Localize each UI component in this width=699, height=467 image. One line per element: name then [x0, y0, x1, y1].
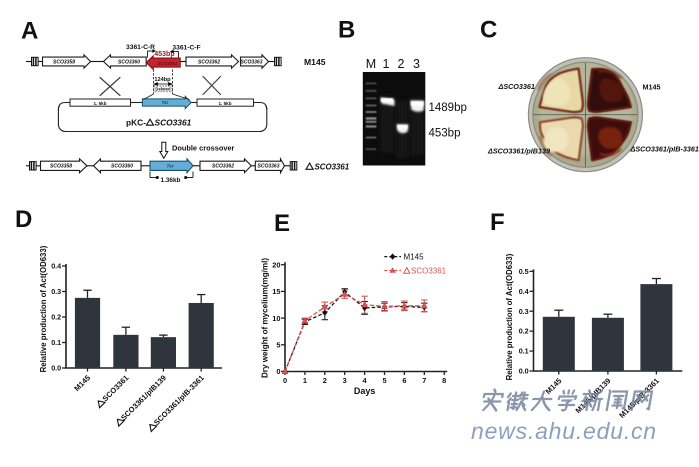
svg-text:Relative production of Act(OD6: Relative production of Act(OD633): [505, 253, 514, 380]
svg-text:0.0: 0.0: [51, 364, 61, 373]
svg-text:SCO3360: SCO3360: [118, 59, 140, 65]
svg-text:Relative production of Act(OD6: Relative production of Act(OD633): [39, 245, 48, 372]
svg-text:C: C: [480, 17, 497, 44]
svg-text:ΔSCO3361: ΔSCO3361: [498, 82, 535, 91]
svg-text:3: 3: [413, 57, 420, 71]
svg-text:0.2: 0.2: [519, 327, 529, 336]
svg-text:15: 15: [272, 287, 280, 296]
svg-text:0.3: 0.3: [519, 307, 529, 316]
svg-text:453bp: 453bp: [429, 128, 461, 140]
svg-text:ΔSCO3361/pIB139: ΔSCO3361/pIB139: [487, 147, 550, 156]
svg-text:0: 0: [276, 367, 280, 376]
svg-text:0.2: 0.2: [51, 313, 61, 322]
svg-text:7: 7: [422, 376, 426, 385]
svg-text:D: D: [15, 206, 32, 233]
svg-text:SCO3362: SCO3362: [212, 164, 234, 170]
svg-text:SCO3361: SCO3361: [411, 267, 447, 276]
svg-text:Double crossover: Double crossover: [172, 143, 235, 152]
svg-text:0.4: 0.4: [519, 287, 529, 296]
svg-text:M145: M145: [404, 253, 425, 262]
svg-text:A: A: [21, 18, 38, 45]
svg-text:SCO3363: SCO3363: [241, 59, 263, 65]
svg-text:3: 3: [343, 376, 347, 385]
svg-text:3361-C-F: 3361-C-F: [172, 45, 200, 52]
svg-text:SCO3360: SCO3360: [111, 164, 133, 170]
svg-text:2: 2: [323, 376, 327, 385]
svg-text:124bp: 124bp: [154, 77, 171, 83]
svg-text:453bp: 453bp: [154, 51, 174, 58]
svg-text:0.0: 0.0: [519, 367, 529, 376]
svg-text:SCO3362: SCO3362: [198, 59, 220, 65]
svg-text:1: 1: [383, 57, 390, 71]
svg-text:Tsr: Tsr: [167, 163, 174, 168]
svg-text:SCO3361: SCO3361: [155, 118, 192, 128]
svg-text:1.36kb: 1.36kb: [161, 177, 181, 184]
svg-text:0: 0: [283, 376, 287, 385]
svg-text:B: B: [338, 17, 355, 44]
svg-text:Days: Days: [354, 386, 376, 396]
svg-text:10: 10: [272, 314, 280, 323]
svg-text:1: 1: [303, 376, 307, 385]
svg-text:0.4: 0.4: [51, 262, 61, 271]
svg-text:0.5: 0.5: [519, 267, 529, 276]
svg-text:F: F: [490, 209, 505, 236]
svg-text:SCO3358: SCO3358: [53, 59, 75, 65]
svg-text:M: M: [366, 57, 376, 71]
svg-text:SCO3361: SCO3361: [157, 61, 178, 66]
svg-text:0.1: 0.1: [51, 338, 61, 347]
svg-text:5: 5: [276, 341, 280, 350]
svg-text:E: E: [274, 210, 290, 237]
svg-text:M145: M145: [643, 83, 661, 92]
svg-text:1489bp: 1489bp: [429, 102, 467, 114]
svg-text:20: 20: [272, 260, 280, 269]
svg-text:5: 5: [382, 376, 386, 385]
svg-text:SCO3363: SCO3363: [258, 164, 280, 170]
svg-text:SCO3358: SCO3358: [50, 164, 72, 170]
svg-text:2: 2: [398, 57, 405, 71]
svg-text:8: 8: [442, 376, 446, 385]
svg-text:1. 5kb: 1. 5kb: [218, 101, 231, 106]
svg-text:3361-C-R: 3361-C-R: [126, 44, 155, 51]
svg-text:Tsr: Tsr: [162, 100, 169, 105]
svg-text:6: 6: [402, 376, 406, 385]
svg-text:0.1: 0.1: [519, 347, 529, 356]
svg-text:Deleted: Deleted: [155, 87, 171, 92]
svg-text:Dry weight of mycelium(mg/ml): Dry weight of mycelium(mg/ml): [261, 258, 270, 378]
svg-text:SCO3361: SCO3361: [315, 162, 350, 171]
svg-text:4: 4: [363, 376, 368, 385]
svg-text:ΔSCO3361/pIB-3361: ΔSCO3361/pIB-3361: [630, 145, 699, 154]
svg-text:1. 5kb: 1. 5kb: [93, 101, 106, 106]
svg-text:pKC-: pKC-: [126, 118, 146, 128]
svg-text:0.3: 0.3: [51, 287, 61, 296]
svg-text:M145: M145: [304, 57, 326, 67]
svg-text:news.ahu.edu.cn: news.ahu.edu.cn: [471, 418, 657, 444]
